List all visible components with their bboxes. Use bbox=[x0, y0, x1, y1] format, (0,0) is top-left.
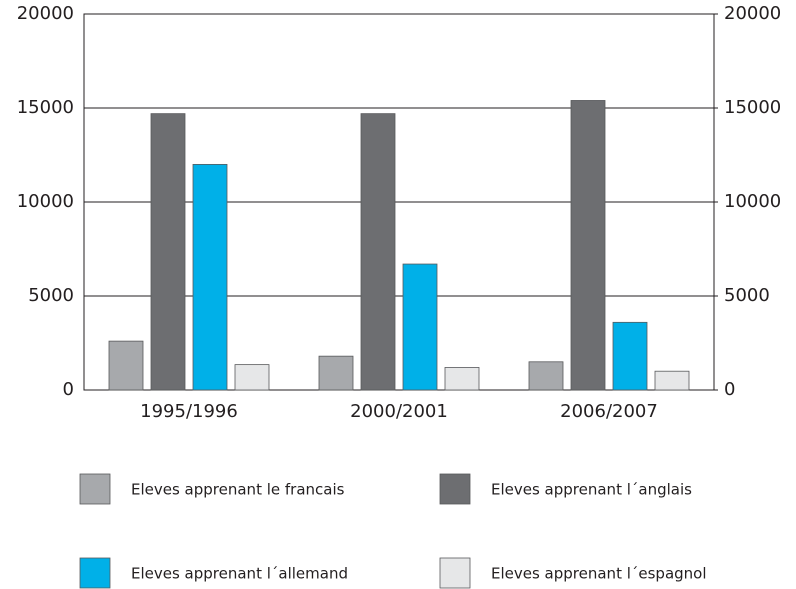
y2-tick-label: 20000 bbox=[724, 3, 781, 24]
x-tick-label: 2000/2001 bbox=[350, 401, 448, 422]
y-tick-label: 0 bbox=[63, 379, 74, 400]
legend-swatch bbox=[439, 473, 471, 505]
bar bbox=[360, 113, 396, 391]
legend-label: Eleves apprenant l´anglais bbox=[491, 481, 692, 499]
y2-tick-label: 10000 bbox=[724, 191, 781, 212]
legend-swatch bbox=[79, 473, 111, 505]
x-tick-label: 2006/2007 bbox=[560, 401, 658, 422]
legend-label: Eleves apprenant le francais bbox=[131, 481, 345, 499]
legend-label: Eleves apprenant l´espagnol bbox=[491, 565, 707, 583]
legend-swatch bbox=[439, 557, 471, 589]
bar bbox=[444, 367, 480, 391]
y2-tick-label: 15000 bbox=[724, 97, 781, 118]
legend-label: Eleves apprenant l´allemand bbox=[131, 565, 348, 583]
bar bbox=[654, 370, 690, 391]
bar bbox=[192, 163, 228, 391]
y-tick-label: 15000 bbox=[17, 97, 74, 118]
y-tick-label: 10000 bbox=[17, 191, 74, 212]
y-tick-label: 5000 bbox=[28, 285, 74, 306]
y2-tick-label: 0 bbox=[724, 379, 735, 400]
bar bbox=[612, 321, 648, 391]
bar bbox=[108, 340, 144, 391]
y-tick-label: 20000 bbox=[17, 3, 74, 24]
bar bbox=[234, 364, 270, 391]
legend-swatch bbox=[79, 557, 111, 589]
bar bbox=[402, 263, 438, 391]
bar bbox=[150, 113, 186, 391]
x-tick-label: 1995/1996 bbox=[140, 401, 238, 422]
y2-tick-label: 5000 bbox=[724, 285, 770, 306]
bar bbox=[318, 355, 354, 391]
bar bbox=[570, 100, 606, 391]
bar bbox=[528, 361, 564, 391]
